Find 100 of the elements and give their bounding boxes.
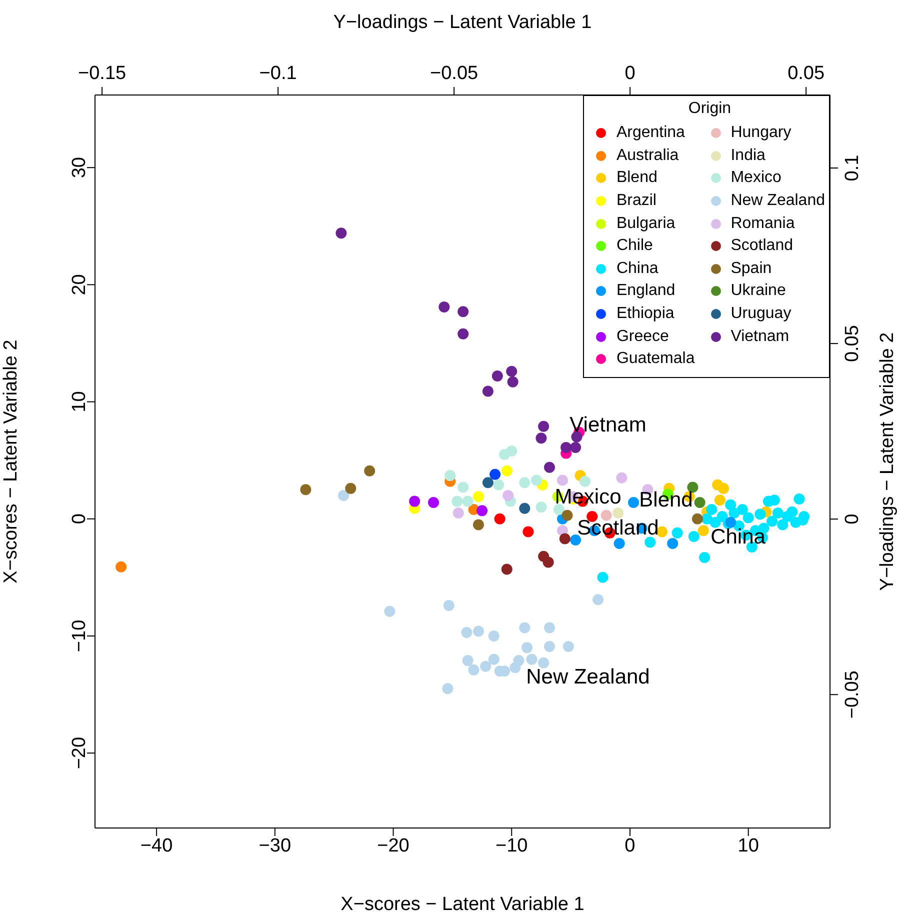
legend-title: Origin xyxy=(687,100,732,118)
point xyxy=(428,496,439,508)
point xyxy=(736,504,748,516)
x-tick-label: −30 xyxy=(258,835,292,856)
x-tick-label: −40 xyxy=(140,835,173,856)
point xyxy=(725,499,736,510)
point xyxy=(472,519,484,530)
point xyxy=(501,564,512,575)
legend-label: Scotland xyxy=(730,237,793,256)
point xyxy=(570,442,582,453)
point xyxy=(544,641,555,652)
point xyxy=(462,496,474,507)
x2-tick-label: −0.15 xyxy=(78,63,126,84)
point xyxy=(519,502,530,514)
point xyxy=(562,641,574,652)
point xyxy=(612,508,624,519)
point xyxy=(687,482,698,493)
point xyxy=(538,420,550,432)
point xyxy=(442,683,454,694)
point xyxy=(794,493,805,504)
point xyxy=(710,516,721,528)
point xyxy=(754,508,766,520)
point xyxy=(580,476,590,487)
point xyxy=(544,622,555,634)
point xyxy=(718,482,729,494)
point xyxy=(476,505,488,516)
point xyxy=(519,477,530,488)
point xyxy=(336,228,347,239)
point xyxy=(538,657,550,668)
x-tick-label: −10 xyxy=(496,835,528,856)
point xyxy=(116,561,127,572)
point xyxy=(519,622,530,634)
point xyxy=(694,496,706,508)
point xyxy=(570,534,582,546)
legend-label: Romania xyxy=(730,214,795,233)
point xyxy=(786,506,798,518)
point xyxy=(384,606,396,617)
point xyxy=(438,301,450,312)
x-tick-label: 0 xyxy=(624,835,636,856)
legend-label: China xyxy=(616,260,658,278)
point xyxy=(493,479,504,490)
point xyxy=(688,530,700,542)
point xyxy=(452,496,463,507)
point xyxy=(725,516,736,528)
point xyxy=(560,442,572,453)
point xyxy=(490,468,501,480)
annotation: Vietnam xyxy=(570,414,646,436)
legend-label: Chile xyxy=(616,237,653,256)
point xyxy=(468,664,480,676)
point xyxy=(345,482,356,494)
legend-label: England xyxy=(616,282,676,300)
legend-label: Greece xyxy=(616,328,669,346)
legend-label: Brazil xyxy=(616,192,656,210)
point xyxy=(672,527,683,538)
y-tick-label: 20 xyxy=(69,274,90,296)
point xyxy=(530,474,542,486)
legend-label: Vietnam xyxy=(730,328,790,346)
point xyxy=(452,508,464,519)
y2-tick-label: 0.05 xyxy=(842,325,863,362)
y-tick-label: 10 xyxy=(69,391,90,412)
point xyxy=(444,470,456,482)
x2-tick-label: 0 xyxy=(624,63,636,84)
x-tick-label: −20 xyxy=(377,835,410,856)
y-tick-label: −10 xyxy=(69,620,90,652)
point xyxy=(482,386,494,397)
point xyxy=(699,552,710,564)
point xyxy=(522,642,533,654)
y2-tick-label: 0 xyxy=(842,514,863,524)
point xyxy=(522,526,534,538)
point xyxy=(714,494,726,506)
annotation: New Zealand xyxy=(526,666,650,688)
y-tick-label: 30 xyxy=(69,157,90,178)
legend-label: India xyxy=(730,146,766,165)
point xyxy=(364,465,376,476)
point xyxy=(772,508,784,519)
point xyxy=(557,474,568,486)
legend-label: Spain xyxy=(730,260,772,278)
point xyxy=(592,594,604,606)
annotation: Blend xyxy=(639,488,693,512)
point xyxy=(458,328,469,340)
point xyxy=(597,572,608,583)
point xyxy=(614,538,625,549)
x-tick-label: 10 xyxy=(738,835,759,856)
x2-tick-label: 0.05 xyxy=(788,63,825,84)
legend-label: Uruguay xyxy=(730,305,792,324)
point xyxy=(667,538,678,549)
point xyxy=(472,491,484,502)
legend-label: Ethiopia xyxy=(616,305,674,324)
y-tick-label: 0 xyxy=(69,514,90,524)
point xyxy=(488,654,500,665)
point xyxy=(742,512,754,524)
point xyxy=(526,654,538,665)
point xyxy=(506,445,518,456)
point xyxy=(506,366,518,377)
point xyxy=(338,490,350,501)
point xyxy=(488,630,500,642)
legend-label: Mexico xyxy=(730,169,782,188)
point xyxy=(777,519,788,530)
point xyxy=(692,513,703,524)
legend-label: Australia xyxy=(616,146,679,165)
